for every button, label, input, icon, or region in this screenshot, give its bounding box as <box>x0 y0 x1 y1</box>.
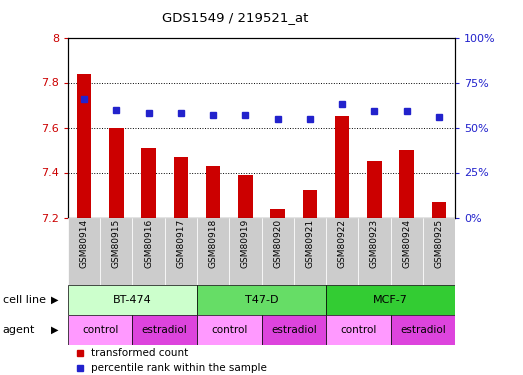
Bar <box>100 217 132 285</box>
Text: GSM80921: GSM80921 <box>305 219 314 268</box>
Bar <box>326 315 391 345</box>
Text: MCF-7: MCF-7 <box>373 295 408 305</box>
Bar <box>77 74 92 217</box>
Text: GSM80920: GSM80920 <box>273 219 282 268</box>
Text: ▶: ▶ <box>51 295 59 305</box>
Bar <box>141 148 156 217</box>
Bar <box>358 217 391 285</box>
Bar <box>303 190 317 217</box>
Text: GSM80922: GSM80922 <box>338 219 347 268</box>
Bar <box>197 315 262 345</box>
Bar <box>262 315 326 345</box>
Bar <box>400 150 414 217</box>
Text: T47-D: T47-D <box>245 295 278 305</box>
Text: control: control <box>82 325 118 335</box>
Bar <box>391 315 455 345</box>
Text: GSM80917: GSM80917 <box>176 219 185 268</box>
Text: GSM80916: GSM80916 <box>144 219 153 268</box>
Bar <box>109 128 123 218</box>
Text: control: control <box>211 325 247 335</box>
Bar <box>229 217 262 285</box>
Bar <box>174 157 188 218</box>
Bar <box>197 217 229 285</box>
Text: BT-474: BT-474 <box>113 295 152 305</box>
Text: GDS1549 / 219521_at: GDS1549 / 219521_at <box>162 11 309 24</box>
Bar <box>197 285 326 315</box>
Text: GSM80915: GSM80915 <box>112 219 121 268</box>
Bar <box>335 116 349 218</box>
Text: transformed count: transformed count <box>91 348 188 358</box>
Bar <box>165 217 197 285</box>
Text: estradiol: estradiol <box>142 325 188 335</box>
Bar <box>391 217 423 285</box>
Bar <box>68 217 100 285</box>
Text: GSM80924: GSM80924 <box>402 219 411 268</box>
Text: estradiol: estradiol <box>400 325 446 335</box>
Bar <box>262 217 294 285</box>
Bar <box>270 209 285 218</box>
Bar <box>132 315 197 345</box>
Bar <box>326 217 358 285</box>
Bar <box>294 217 326 285</box>
Text: GSM80919: GSM80919 <box>241 219 250 268</box>
Text: GSM80923: GSM80923 <box>370 219 379 268</box>
Text: ▶: ▶ <box>51 325 59 335</box>
Text: agent: agent <box>3 325 35 335</box>
Text: percentile rank within the sample: percentile rank within the sample <box>91 363 267 374</box>
Text: control: control <box>340 325 377 335</box>
Text: GSM80925: GSM80925 <box>435 219 444 268</box>
Bar <box>367 161 382 218</box>
Bar <box>431 202 446 217</box>
Bar <box>132 217 165 285</box>
Bar <box>68 315 132 345</box>
Text: cell line: cell line <box>3 295 46 305</box>
Bar <box>206 166 220 218</box>
Text: estradiol: estradiol <box>271 325 316 335</box>
Bar <box>238 175 253 217</box>
Bar <box>68 285 197 315</box>
Bar <box>423 217 455 285</box>
Bar <box>326 285 455 315</box>
Text: GSM80914: GSM80914 <box>79 219 88 268</box>
Text: GSM80918: GSM80918 <box>209 219 218 268</box>
